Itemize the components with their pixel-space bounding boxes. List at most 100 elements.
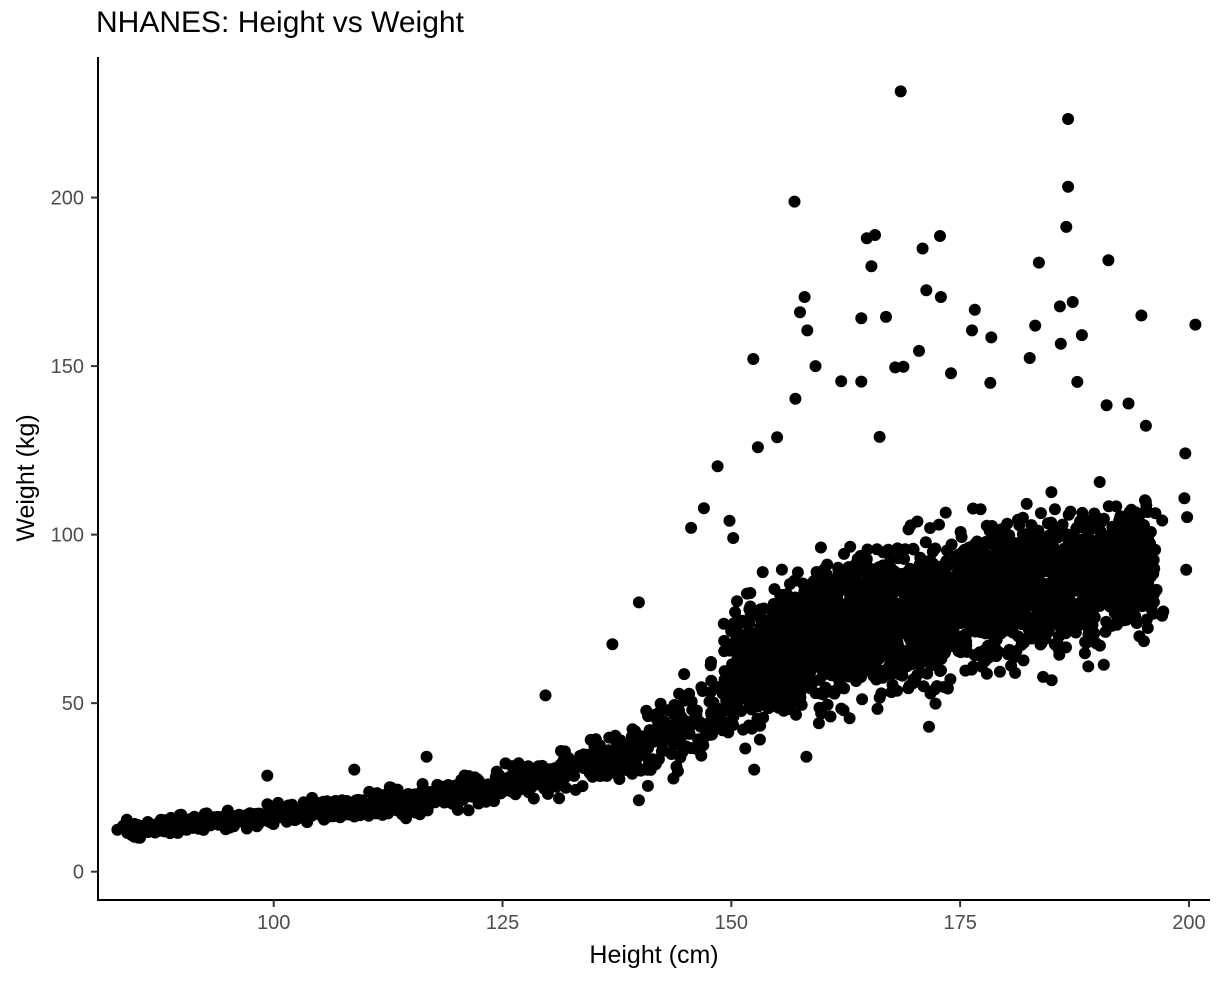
y-axis-label: Weight (kg) [12,414,40,541]
data-point-outlier [685,521,698,534]
data-point [912,624,925,637]
data-point-outlier [855,375,868,388]
data-point-outlier [894,85,907,98]
data-point-outlier [1141,622,1154,634]
data-point [736,614,749,627]
data-point [1093,476,1106,488]
data-point-outlier [711,460,724,473]
data-point [1123,506,1136,519]
data-point [990,633,1003,646]
data-point [574,749,587,762]
data-point [762,702,775,715]
points-layer [111,85,1202,844]
data-point [1120,538,1133,551]
data-point-outlier [1062,113,1075,125]
data-point [1113,514,1126,527]
data-point [722,680,735,693]
data-point [1140,560,1153,573]
data-point [269,806,282,819]
data-point [727,710,740,723]
data-point [919,592,932,605]
data-point [885,686,898,699]
data-point [741,587,753,600]
data-point [895,597,908,609]
data-point [705,706,718,719]
data-point [1016,528,1029,540]
data-point [821,558,834,571]
data-point [662,704,674,717]
data-point [678,716,691,729]
data-point-outlier [697,502,710,515]
data-point [1020,497,1033,510]
data-point [397,791,410,804]
data-point [601,758,614,771]
data-point [689,708,702,721]
data-point-outlier [1029,319,1042,332]
data-point [992,544,1005,557]
data-point-outlier [1157,605,1170,618]
data-point-outlier [420,750,433,763]
data-point-outlier [1180,563,1193,576]
data-point [1017,614,1030,627]
data-point [155,813,167,826]
data-point [708,721,721,734]
data-point [1094,525,1107,538]
y-tick-label: 100 [51,525,84,547]
data-point [586,770,599,783]
x-tick-label: 200 [1172,912,1205,934]
data-point [775,563,788,576]
data-point [899,624,912,637]
y-tick-label: 50 [62,693,84,715]
data-point [802,669,815,682]
data-point [928,595,941,608]
data-point [595,746,607,759]
data-point [788,690,801,702]
data-point [835,702,848,715]
data-point [792,669,805,682]
data-point [834,613,846,626]
data-point [683,687,696,700]
data-point [286,798,299,811]
data-point [527,792,540,805]
data-point [1017,654,1030,667]
data-point [780,618,793,631]
data-point [671,765,684,778]
data-point [869,627,882,640]
data-point [770,673,783,686]
data-point [753,733,766,746]
data-point [1070,606,1083,619]
data-point [911,577,924,590]
data-point [1150,583,1163,596]
data-point [680,740,693,753]
data-point-outlier [835,375,848,388]
data-point [513,769,525,782]
data-point [1053,639,1066,652]
data-point [817,669,829,682]
data-point [846,587,859,600]
data-point-outlier [1023,352,1036,364]
data-point [763,659,776,672]
data-point [718,634,731,647]
data-point [678,668,691,681]
data-point [620,764,633,776]
data-point [854,599,867,612]
data-point [1141,506,1154,518]
data-point [696,685,709,697]
data-point [928,683,941,696]
data-point-outlier [539,689,552,702]
data-point [981,615,994,628]
data-point [954,526,967,538]
data-point [980,519,993,532]
data-point [425,796,438,809]
data-point [1001,517,1014,530]
data-point-outlier [880,310,892,323]
data-point [497,785,510,798]
data-point [891,542,904,555]
data-point [1139,494,1151,507]
data-point-outlier [771,431,784,444]
data-point [822,642,835,654]
data-point [1064,505,1077,518]
data-point [1077,587,1090,600]
data-point [770,650,783,663]
data-point [945,621,958,634]
